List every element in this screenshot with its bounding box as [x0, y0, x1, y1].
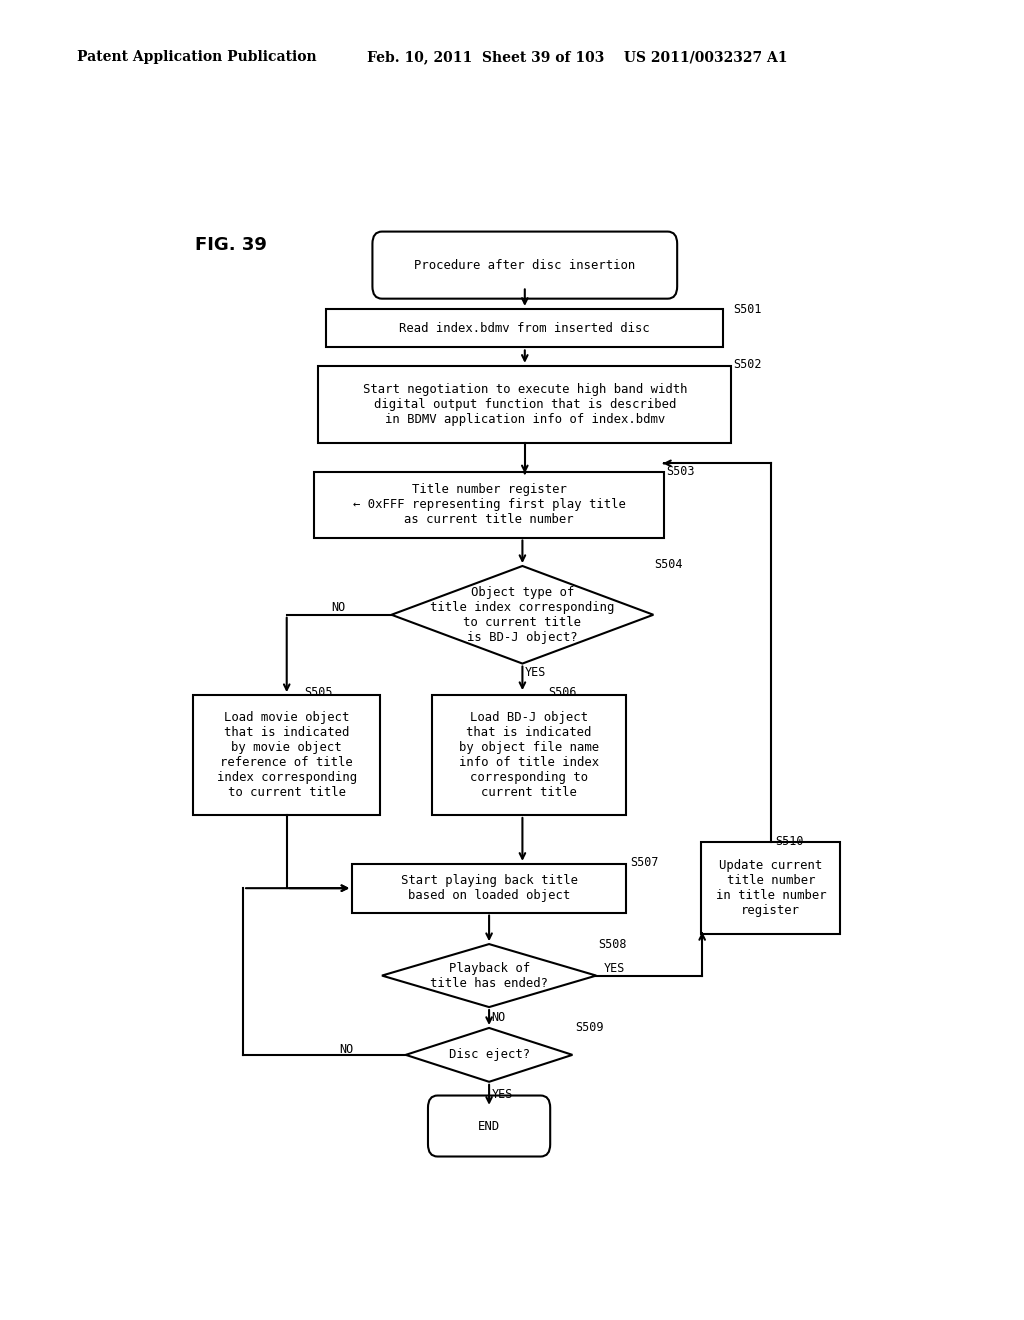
Bar: [701, 842, 841, 935]
Bar: [194, 696, 380, 814]
Bar: [327, 309, 723, 347]
FancyBboxPatch shape: [373, 231, 677, 298]
Bar: [431, 696, 626, 814]
Text: S506: S506: [549, 685, 578, 698]
Text: S510: S510: [775, 836, 803, 847]
Text: S508: S508: [599, 937, 627, 950]
Text: Disc eject?: Disc eject?: [449, 1048, 529, 1061]
Text: Start negotiation to execute high band width
digital output function that is des: Start negotiation to execute high band w…: [362, 383, 687, 426]
Text: S505: S505: [304, 685, 333, 698]
Text: Read index.bdmv from inserted disc: Read index.bdmv from inserted disc: [399, 322, 650, 335]
Text: YES: YES: [604, 962, 626, 975]
Text: YES: YES: [524, 667, 546, 680]
Text: NO: NO: [492, 1011, 506, 1024]
Polygon shape: [382, 944, 596, 1007]
Text: NO: NO: [339, 1043, 353, 1056]
Text: Start playing back title
based on loaded object: Start playing back title based on loaded…: [400, 874, 578, 902]
Text: Procedure after disc insertion: Procedure after disc insertion: [414, 259, 636, 272]
Text: END: END: [478, 1119, 500, 1133]
Text: NO: NO: [331, 601, 345, 614]
Text: S503: S503: [666, 465, 694, 478]
Text: Feb. 10, 2011  Sheet 39 of 103    US 2011/0032327 A1: Feb. 10, 2011 Sheet 39 of 103 US 2011/00…: [367, 50, 787, 65]
Text: S504: S504: [654, 558, 683, 572]
Polygon shape: [391, 566, 653, 664]
Text: YES: YES: [492, 1088, 513, 1101]
Text: Update current
title number
in title number
register: Update current title number in title num…: [716, 859, 826, 917]
Text: Object type of
title index corresponding
to current title
is BD-J object?: Object type of title index corresponding…: [430, 586, 614, 644]
Bar: [318, 366, 731, 444]
Bar: [352, 863, 626, 912]
Text: S507: S507: [631, 857, 658, 870]
Text: Playback of
title has ended?: Playback of title has ended?: [430, 961, 548, 990]
Text: S502: S502: [733, 358, 762, 371]
Text: Title number register
← 0xFFF representing first play title
as current title num: Title number register ← 0xFFF representi…: [352, 483, 626, 527]
Text: S509: S509: [574, 1020, 603, 1034]
Text: Patent Application Publication: Patent Application Publication: [77, 50, 316, 65]
Polygon shape: [406, 1028, 572, 1082]
Text: S501: S501: [733, 304, 762, 317]
FancyBboxPatch shape: [428, 1096, 550, 1156]
Text: Load BD-J object
that is indicated
by object file name
info of title index
corre: Load BD-J object that is indicated by ob…: [459, 711, 599, 799]
Text: Load movie object
that is indicated
by movie object
reference of title
index cor: Load movie object that is indicated by m…: [217, 711, 356, 799]
Text: FIG. 39: FIG. 39: [196, 236, 267, 253]
Bar: [314, 473, 664, 537]
